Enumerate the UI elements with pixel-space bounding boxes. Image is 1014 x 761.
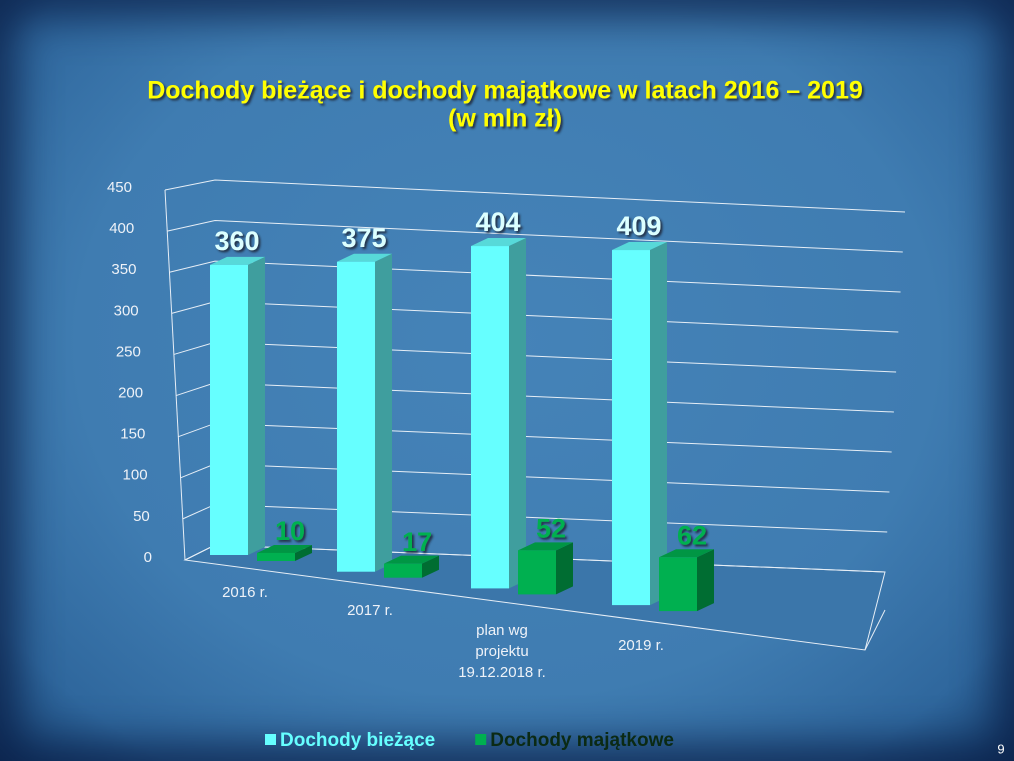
bar [257, 552, 295, 561]
bar [612, 250, 650, 606]
value-label: 52 [536, 513, 566, 543]
bar [337, 261, 375, 572]
bar [471, 246, 509, 589]
legend-label: Dochody bieżące [280, 730, 435, 751]
y-tick-label: 450 [107, 179, 132, 196]
bar-top [612, 242, 667, 251]
floor-edge [864, 609, 886, 651]
legend-swatch [265, 734, 276, 745]
bar-top [471, 238, 526, 247]
y-tick-label: 0 [144, 549, 152, 566]
y-tick-label: 400 [109, 220, 134, 237]
bar-group [518, 542, 573, 595]
bar-top [518, 542, 573, 551]
x-tick-label: plan wg projektu 19.12.2018 r. [458, 622, 546, 681]
bar-side [248, 256, 265, 555]
value-label: 409 [616, 211, 661, 241]
y-tick-label: 300 [114, 302, 139, 319]
page-number: 9 [997, 741, 1004, 756]
bar-side [697, 549, 714, 612]
bar-group [659, 549, 714, 612]
legend-label: Dochody majątkowe [490, 730, 674, 751]
grid-line [180, 463, 890, 493]
bar-top [257, 544, 312, 553]
x-tick-label: 2016 r. [222, 584, 268, 601]
value-label: 360 [214, 226, 259, 256]
bar-top [384, 555, 439, 564]
value-label: 404 [475, 207, 520, 237]
grid-line [169, 260, 901, 293]
bar-side [650, 242, 667, 606]
x-tick-label: 2017 r. [347, 602, 393, 619]
x-tick-label: 2019 r. [618, 637, 664, 654]
grid-line [173, 341, 897, 373]
bar-side [295, 544, 312, 561]
grid-line [175, 382, 894, 413]
bar-side [509, 238, 526, 589]
y-tick-label: 150 [120, 426, 145, 443]
grid-line [167, 220, 903, 253]
bar-group [612, 242, 667, 606]
bar-top [210, 256, 265, 265]
bar-side [422, 555, 439, 578]
bar-group [210, 256, 265, 555]
bar-side [556, 542, 573, 595]
y-tick-label: 200 [118, 385, 143, 402]
grid-line [178, 422, 892, 453]
bar [659, 557, 697, 612]
value-label: 375 [341, 223, 386, 253]
bar-top [337, 253, 392, 262]
bar [384, 563, 422, 578]
bar-group [337, 253, 392, 572]
bar-group [384, 555, 439, 578]
bar-side [375, 253, 392, 572]
value-label: 17 [402, 527, 432, 557]
y-tick-label: 250 [116, 343, 141, 360]
value-label: 10 [275, 516, 305, 546]
value-label: 62 [677, 520, 707, 550]
chart-title: Dochody bieżące i dochody majątkowe w la… [147, 77, 863, 105]
grid-line [164, 179, 906, 213]
bar-group [471, 238, 526, 589]
bar-group [257, 544, 312, 561]
y-tick-label: 50 [133, 508, 150, 525]
grid-line [171, 301, 899, 333]
bar [210, 264, 248, 555]
y-tick-label: 100 [123, 467, 148, 484]
bar [518, 550, 556, 595]
y-tick-label: 350 [111, 261, 136, 278]
legend-swatch [475, 734, 487, 745]
side-wall-edge [164, 189, 186, 561]
bar-top [659, 549, 714, 558]
chart-subtitle: (w mln zł) [448, 105, 562, 133]
